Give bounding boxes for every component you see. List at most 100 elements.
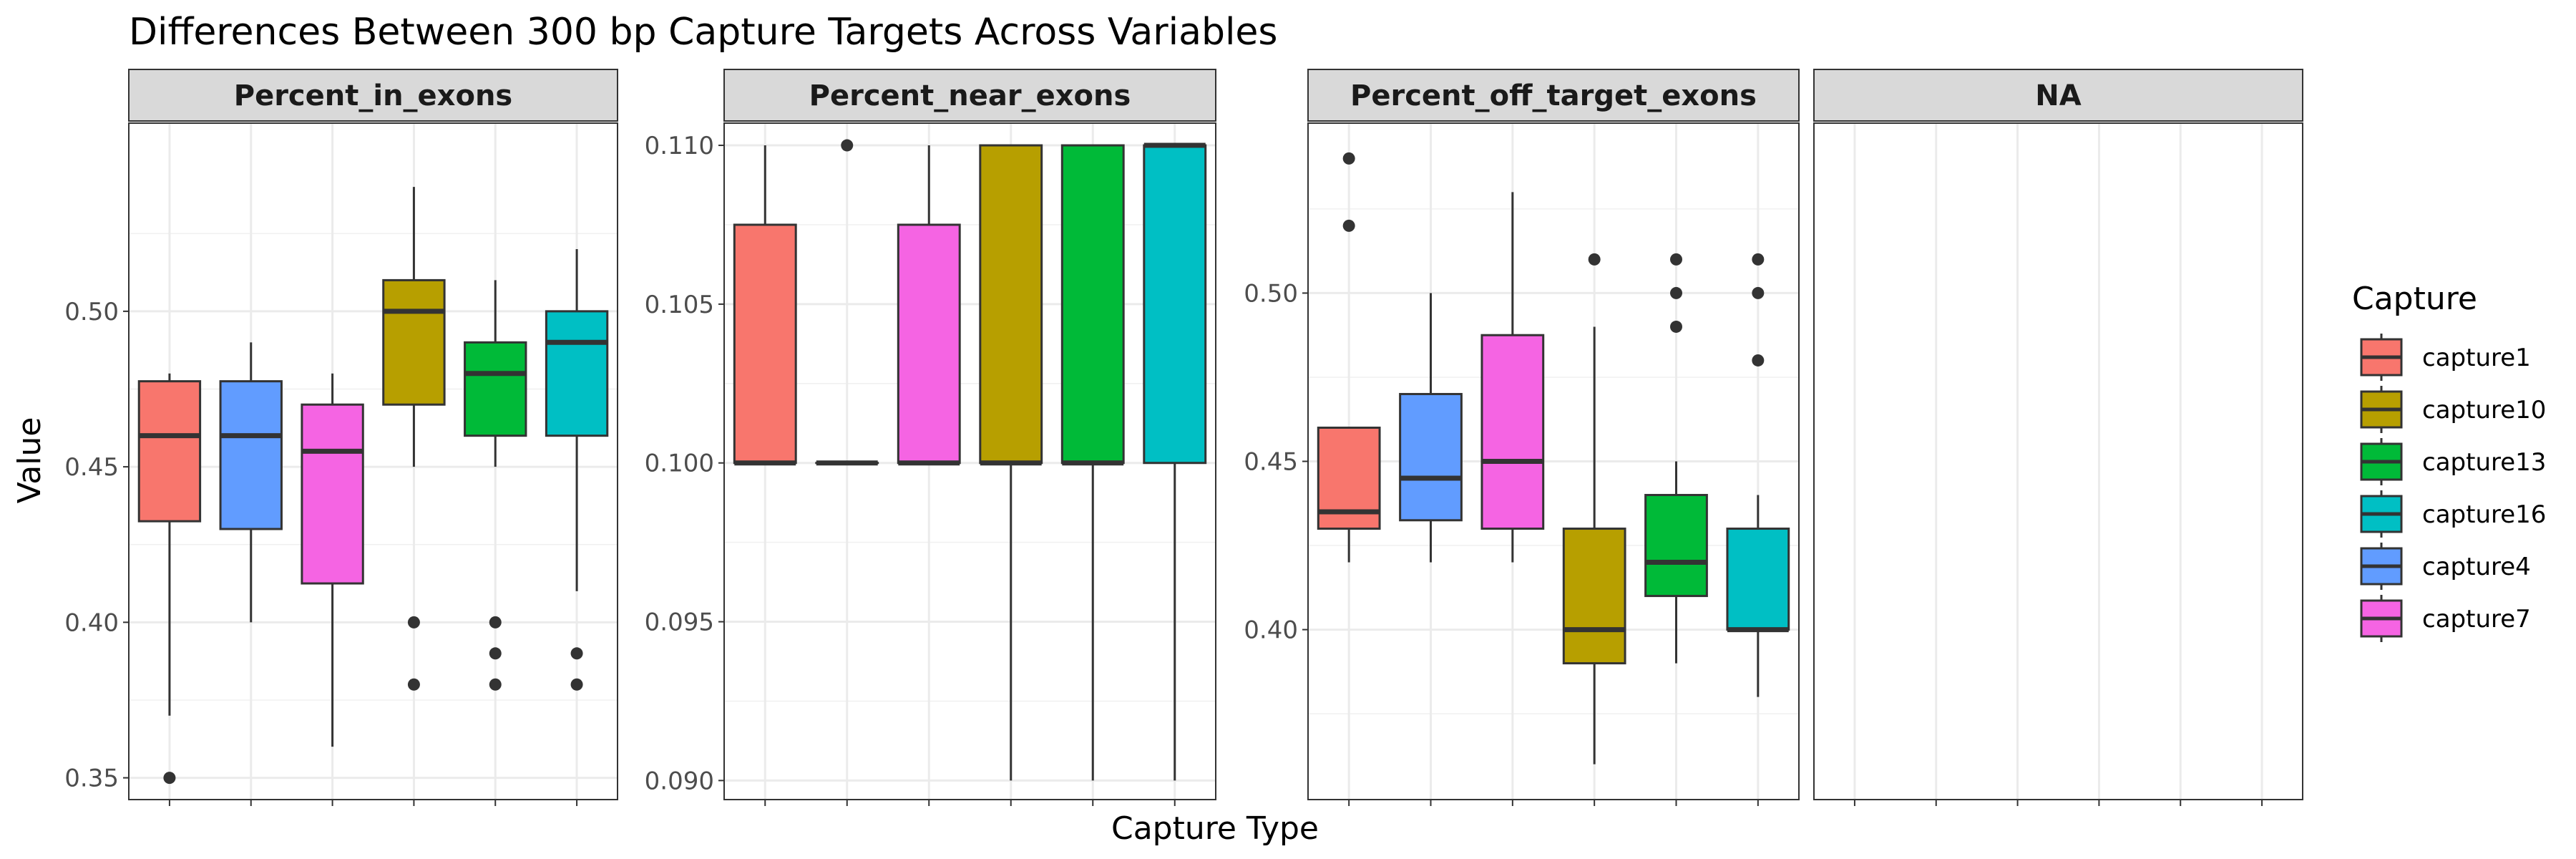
facet-strip — [1813, 69, 2303, 122]
legend-entry-capture10: capture10 — [2360, 386, 2546, 433]
box-capture7 — [1480, 192, 1545, 563]
legend-title: Capture — [2352, 281, 2477, 317]
outlier-point — [570, 678, 583, 691]
legend: Capture capture1capture10capture13captur… — [2352, 281, 2546, 642]
panel-border — [1813, 122, 2303, 800]
outlier-point — [489, 647, 502, 660]
x-axis-title: Capture Type — [1111, 810, 1319, 847]
legend-entry-capture1: capture1 — [2360, 334, 2531, 381]
facet-panel-4: NA — [1813, 69, 2303, 806]
box-iqr — [1644, 494, 1708, 598]
outlier-point — [1342, 152, 1355, 165]
box-iqr — [1726, 528, 1790, 631]
panel-background — [724, 123, 1216, 800]
legend-label: capture1 — [2422, 344, 2531, 372]
box-iqr — [1399, 392, 1463, 522]
box-capture13 — [1060, 144, 1125, 781]
panel-border — [723, 122, 1216, 800]
box-iqr — [301, 403, 364, 585]
y-tick-label: 0.50 — [1244, 279, 1298, 308]
outlier-point — [489, 678, 502, 691]
legend-label: capture4 — [2422, 553, 2531, 581]
y-tick-label: 0.110 — [645, 132, 714, 160]
facet-panel-1: Percent_in_exons 0.35 0.40 0.45 0.50 — [64, 69, 618, 806]
y-tick-label: 0.35 — [64, 765, 119, 793]
box-capture1 — [137, 373, 202, 785]
box-iqr — [545, 310, 609, 437]
facet-panel-2: Percent_near_exons 0.090 0.095 0.100 0.105 0.… — [645, 69, 1216, 806]
outlier-point — [841, 139, 854, 152]
outlier-point — [1588, 253, 1601, 266]
legend-entry-capture7: capture7 — [2360, 595, 2531, 642]
legend-entry-capture13: capture13 — [2360, 438, 2546, 485]
facet-panels: Percent_in_exons0.350.400.450.50Percent_… — [64, 69, 2303, 806]
chart-title: Differences Between 300 bp Capture Targe… — [129, 11, 1278, 54]
y-tick-label: 0.40 — [64, 608, 119, 637]
outlier-point — [407, 616, 420, 629]
legend-label: capture13 — [2422, 448, 2546, 477]
box-capture7 — [897, 145, 961, 466]
box-iqr — [137, 380, 202, 523]
box-capture4 — [219, 342, 283, 623]
y-tick-label: 0.095 — [645, 608, 714, 637]
box-iqr — [979, 144, 1043, 465]
legend-entry-capture16: capture16 — [2360, 490, 2546, 538]
outlier-point — [407, 678, 420, 691]
panel-background — [129, 123, 618, 800]
box-capture13 — [1644, 253, 1708, 664]
box-capture16 — [1726, 253, 1790, 697]
box-capture13 — [464, 280, 527, 691]
outlier-point — [489, 616, 502, 629]
box-iqr — [1060, 144, 1125, 465]
box-capture4 — [815, 139, 879, 466]
box-capture1 — [733, 145, 797, 466]
facet-strip-label: Percent_off_target_exons — [1350, 79, 1757, 112]
outlier-point — [1342, 219, 1355, 232]
outlier-point — [1670, 253, 1682, 266]
outlier-point — [1752, 253, 1765, 266]
panel-border — [128, 122, 618, 800]
box-capture16 — [545, 248, 609, 691]
y-tick-label: 0.45 — [1244, 448, 1298, 477]
outlier-point — [163, 772, 176, 785]
box-capture7 — [301, 373, 364, 747]
outlier-point — [1670, 286, 1682, 299]
panel-background — [1814, 123, 2303, 800]
outlier-point — [1670, 320, 1682, 333]
box-capture16 — [1143, 142, 1207, 781]
legend-label: capture10 — [2422, 396, 2546, 424]
facet-strip — [723, 69, 1216, 122]
box-iqr — [219, 380, 283, 530]
y-tick-label: 0.50 — [64, 298, 119, 326]
box-iqr — [382, 278, 446, 406]
box-iqr — [1480, 334, 1545, 530]
box-capture10 — [979, 144, 1043, 781]
box-capture10 — [1562, 253, 1626, 765]
facet-strip-label: Percent_in_exons — [234, 79, 513, 112]
box-iqr — [464, 341, 527, 437]
box-iqr — [1143, 144, 1207, 465]
legend-entry-capture4: capture4 — [2360, 543, 2531, 590]
y-tick-label: 0.40 — [1244, 616, 1298, 645]
y-tick-label: 0.105 — [645, 291, 714, 319]
facet-strip — [128, 69, 618, 122]
outlier-point — [1752, 286, 1765, 299]
legend-entries: capture1 capture10 capture13 capture16 captu… — [2360, 334, 2546, 642]
facet-panel-3: Percent_off_target_exons 0.40 0.45 0.50 — [1244, 69, 1800, 806]
box-iqr — [1562, 528, 1626, 665]
facet-strip-label: NA — [2035, 79, 2081, 112]
facet-strip — [1307, 69, 1800, 122]
facet-strip-label: Percent_near_exons — [809, 79, 1131, 112]
box-capture1 — [1317, 152, 1381, 563]
y-tick-label: 0.100 — [645, 450, 714, 478]
panel-border — [1307, 122, 1800, 800]
box-capture10 — [382, 187, 446, 691]
outlier-point — [1752, 354, 1765, 367]
legend-label: capture16 — [2422, 500, 2546, 529]
box-capture4 — [1399, 293, 1463, 563]
legend-label: capture7 — [2422, 605, 2531, 634]
box-iqr — [733, 223, 797, 465]
y-axis-title: Value — [11, 417, 48, 504]
y-tick-label: 0.45 — [64, 453, 119, 482]
